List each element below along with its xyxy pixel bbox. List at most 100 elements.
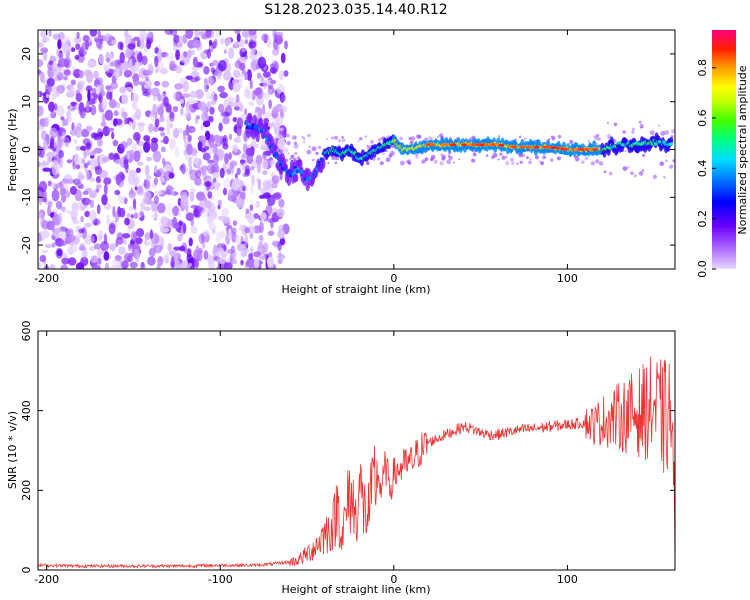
heatmap-noise-cell bbox=[212, 59, 219, 66]
heatmap-noise-cell bbox=[51, 189, 60, 202]
snr-y-ticks: 0 200 400 600 bbox=[20, 321, 675, 574]
heatmap-noise-cell bbox=[198, 196, 208, 202]
heatmap-noise-cell bbox=[540, 161, 545, 166]
heatmap-noise-cell bbox=[213, 153, 219, 166]
heatmap-noise-cell bbox=[90, 235, 95, 244]
heatmap-noise-cell bbox=[542, 157, 545, 160]
heatmap-noise-cell bbox=[173, 91, 181, 101]
heatmap-noise-cell bbox=[410, 141, 413, 144]
heatmap-noise-cell bbox=[90, 150, 96, 156]
heatmap-noise-cell bbox=[189, 90, 197, 99]
heatmap-noise-cell bbox=[64, 118, 70, 124]
heatmap-noise-cell bbox=[180, 194, 189, 207]
heatmap-noise-cell bbox=[286, 133, 290, 138]
heatmap-noise-cell bbox=[119, 86, 127, 94]
heatmap-noise-cell bbox=[41, 130, 47, 141]
heatmap-noise-cell bbox=[638, 171, 644, 176]
heatmap-noise-cell bbox=[175, 260, 183, 269]
heatmap-noise-cell bbox=[185, 212, 194, 222]
heatmap-noise-cell bbox=[226, 96, 235, 103]
heatmap-noise-cell bbox=[214, 69, 223, 77]
snr-panel: -200 -100 0 100 0 200 400 600 Height of straig… bbox=[6, 321, 676, 596]
heatmap-noise-cell bbox=[272, 39, 278, 50]
heatmap-ridge-cell bbox=[286, 175, 292, 187]
y-tick-label: 600 bbox=[20, 321, 33, 342]
heatmap-noise-cell bbox=[79, 80, 87, 85]
heatmap-noise-cell bbox=[452, 161, 456, 164]
heatmap-noise-cell bbox=[528, 160, 532, 165]
heatmap-peak-cell bbox=[460, 143, 467, 147]
heatmap-noise-cell bbox=[187, 49, 192, 59]
heatmap-noise-cell bbox=[161, 80, 170, 88]
heatmap-noise-cell bbox=[261, 33, 269, 42]
y-tick-label: 0 bbox=[20, 146, 33, 153]
heatmap-noise-cell bbox=[183, 51, 188, 58]
heatmap-noise-cell bbox=[167, 243, 173, 252]
heatmap-noise-cell bbox=[290, 154, 295, 159]
heatmap-noise-cell bbox=[201, 112, 209, 122]
heatmap-noise-cell bbox=[89, 177, 96, 182]
heatmap-noise-cell bbox=[293, 157, 297, 162]
heatmap-noise-cell bbox=[112, 139, 119, 147]
heatmap-noise-cell bbox=[41, 190, 48, 199]
heatmap-noise-cell bbox=[267, 230, 275, 236]
heatmap-noise-cell bbox=[364, 135, 367, 138]
heatmap-noise-cell bbox=[38, 105, 44, 117]
heatmap-noise-cell bbox=[104, 262, 110, 269]
heatmap-noise-cell bbox=[85, 142, 92, 150]
heatmap-noise-cell bbox=[79, 243, 86, 251]
heatmap-noise-cell bbox=[278, 198, 285, 208]
heatmap-noise-cell bbox=[123, 236, 127, 246]
heatmap-noise-cell bbox=[73, 73, 81, 78]
heatmap-noise-cell bbox=[472, 152, 477, 157]
heatmap-noise-cell bbox=[132, 131, 141, 142]
heatmap-noise-cell bbox=[163, 135, 169, 145]
heatmap-noise-cell bbox=[263, 111, 272, 119]
heatmap-noise-cell bbox=[256, 163, 261, 174]
heatmap-noise-cell bbox=[158, 117, 166, 123]
heatmap-noise-cell bbox=[38, 70, 42, 75]
heatmap-noise-cell bbox=[81, 158, 85, 164]
heatmap-noise-cell bbox=[193, 208, 200, 218]
heatmap-noise-cell bbox=[244, 91, 254, 100]
heatmap-noise-cell bbox=[498, 135, 501, 138]
heatmap-noise-cell bbox=[228, 133, 233, 141]
heatmap-noise-cell bbox=[212, 144, 218, 154]
heatmap-noise-cell bbox=[93, 243, 102, 250]
heatmap-noise-cell bbox=[221, 207, 229, 218]
heatmap-noise-cell bbox=[228, 152, 232, 160]
heatmap-noise-cell bbox=[193, 156, 199, 165]
heatmap-noise-cell bbox=[191, 127, 195, 133]
colorbar-tick-label: 0.0 bbox=[696, 260, 709, 278]
heatmap-noise-cell bbox=[72, 178, 81, 185]
heatmap-noise-cell bbox=[150, 140, 159, 153]
heatmap-noise-cell bbox=[40, 47, 49, 54]
heatmap-noise-cell bbox=[260, 76, 264, 83]
heatmap-noise-cell bbox=[191, 49, 195, 56]
heatmap-noise-cell bbox=[195, 169, 202, 179]
heatmap-noise-cell bbox=[139, 201, 146, 210]
heatmap-noise-cell bbox=[149, 229, 154, 240]
heatmap-noise-cell bbox=[214, 30, 222, 39]
heatmap-noise-cell bbox=[127, 173, 136, 186]
heatmap-noise-cell bbox=[228, 47, 235, 59]
heatmap-noise-cell bbox=[80, 145, 87, 151]
heatmap-noise-cell bbox=[125, 86, 133, 92]
heatmap-noise-cell bbox=[207, 116, 214, 123]
heatmap-noise-cell bbox=[63, 209, 71, 214]
heatmap-noise-cell bbox=[437, 135, 440, 138]
heatmap-noise-cell bbox=[66, 110, 71, 119]
heatmap-noise-cell bbox=[595, 133, 600, 138]
heatmap-noise-cell bbox=[293, 143, 299, 149]
heatmap-noise-cell bbox=[126, 137, 133, 146]
y-tick-label: -20 bbox=[20, 236, 33, 254]
heatmap-noise-cell bbox=[279, 116, 286, 121]
heatmap-noise-cell bbox=[97, 247, 102, 258]
heatmap-noise-cell bbox=[207, 163, 216, 175]
heatmap-noise-cell bbox=[42, 50, 48, 61]
heatmap-noise-cell bbox=[286, 141, 291, 146]
heatmap-noise-cell bbox=[68, 245, 74, 256]
heatmap-noise-cell bbox=[279, 105, 287, 113]
heatmap-noise-cell bbox=[87, 70, 91, 78]
heatmap-noise-cell bbox=[103, 177, 112, 185]
